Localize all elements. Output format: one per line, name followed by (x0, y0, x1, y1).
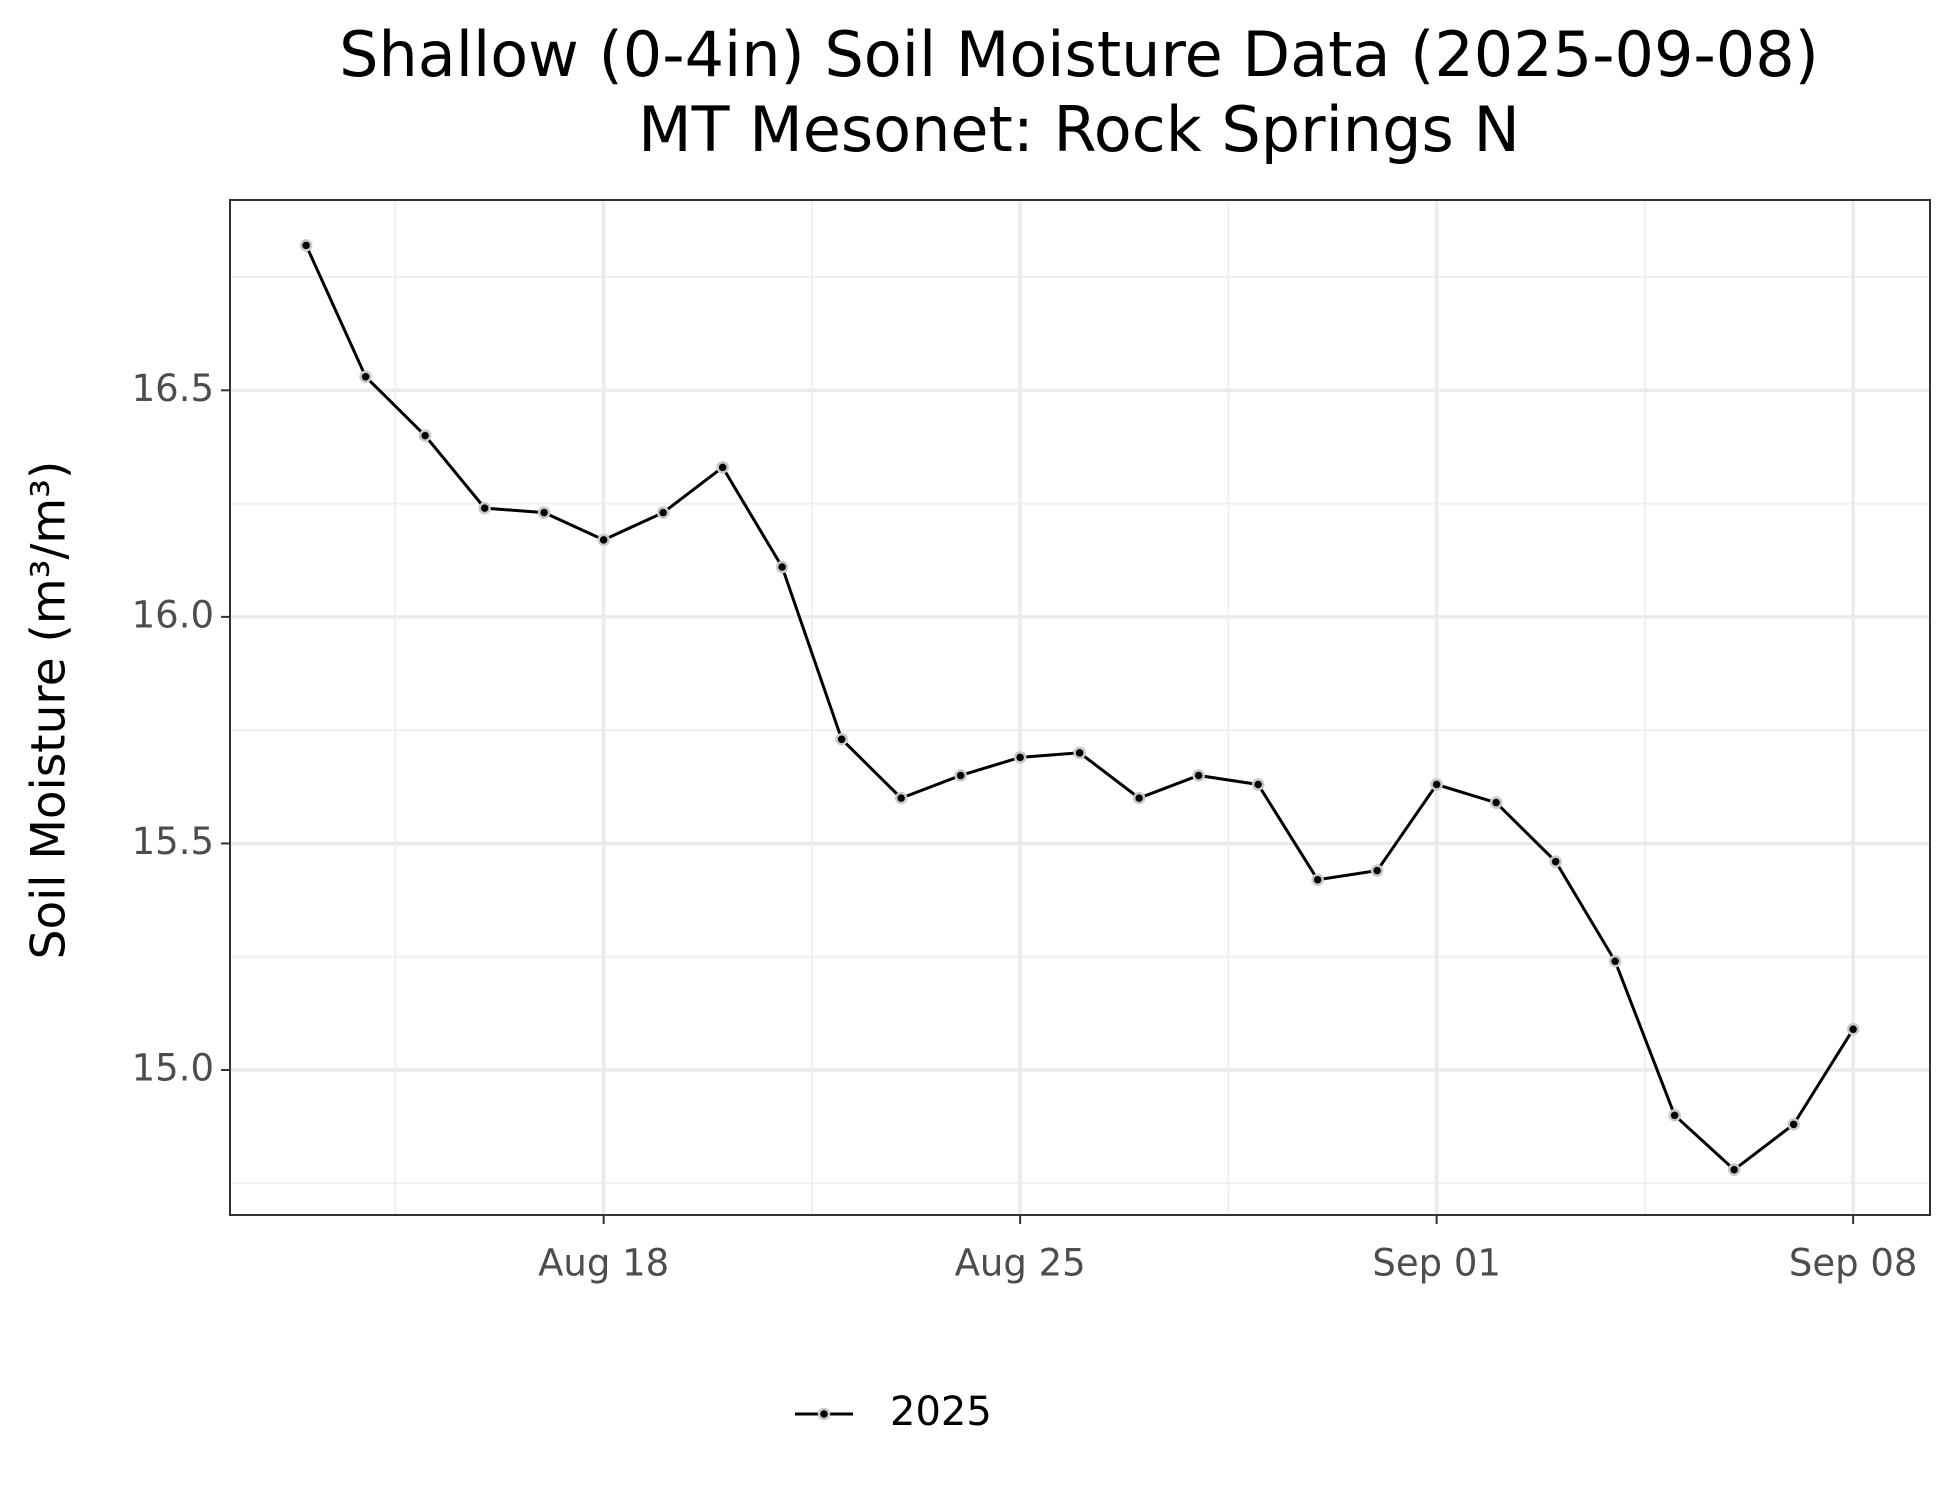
legend-marker (817, 1407, 831, 1421)
data-point (1608, 955, 1622, 968)
data-point (1251, 778, 1265, 791)
data-point (1013, 751, 1027, 764)
data-point (597, 533, 610, 547)
data-point (299, 239, 313, 252)
data-point (1787, 1118, 1800, 1131)
data-point (1192, 769, 1205, 782)
data-point (478, 501, 491, 515)
data-point (716, 461, 729, 474)
y-tick-label: 15.0 (132, 1047, 214, 1090)
x-tick-label: Sep 01 (1372, 1242, 1501, 1285)
y-tick-label: 15.5 (132, 820, 214, 863)
x-tick-label: Sep 08 (1789, 1242, 1918, 1285)
y-tick-label: 16.0 (132, 593, 214, 636)
data-point (954, 769, 967, 782)
y-axis-label: Soil Moisture (m³/m³) (22, 461, 77, 960)
data-point (1549, 855, 1562, 868)
data-point (775, 560, 789, 574)
data-point (894, 791, 908, 805)
data-point (1132, 791, 1146, 805)
data-point (1430, 778, 1443, 791)
data-point (1073, 746, 1086, 760)
data-point (656, 506, 670, 519)
data-point (1370, 864, 1384, 877)
data-point (1489, 796, 1503, 809)
chart-subtitle: MT Mesonet: Rock Springs N (638, 93, 1520, 166)
x-tick-label: Aug 25 (955, 1242, 1086, 1285)
data-point (835, 732, 848, 746)
data-point (418, 429, 432, 442)
data-point (1727, 1163, 1741, 1176)
data-point (1668, 1109, 1681, 1122)
data-point (1846, 1022, 1860, 1036)
data-point (537, 506, 551, 519)
data-point (1311, 873, 1324, 886)
data-point (359, 370, 372, 383)
plot-border (229, 199, 1931, 1216)
chart-title: Shallow (0-4in) Soil Moisture Data (2025… (339, 18, 1819, 91)
y-tick-label: 16.5 (132, 367, 214, 410)
legend-label: 2025 (890, 1389, 992, 1435)
x-tick-label: Aug 18 (538, 1242, 669, 1285)
